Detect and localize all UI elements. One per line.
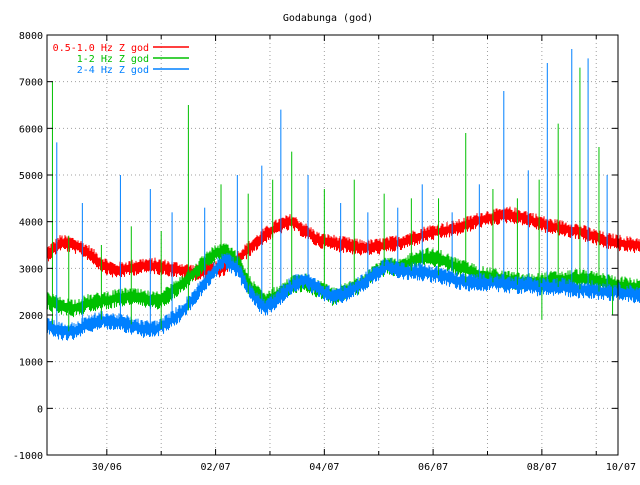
y-tick-label: 8000 (19, 31, 43, 42)
y-tick-label: 4000 (19, 218, 43, 229)
spike-group (51, 49, 614, 332)
y-tick-label: 2000 (19, 311, 43, 322)
y-tick-label: 7000 (19, 78, 43, 89)
y-tick-label: -1000 (13, 451, 43, 462)
y-tick-label: 1000 (19, 358, 43, 369)
legend-label: 1-2 Hz Z god (77, 54, 149, 65)
series-group (46, 206, 640, 341)
plot-frame (46, 34, 619, 456)
chart-title: Godabunga (god) (283, 13, 373, 24)
y-tick-label: 6000 (19, 124, 43, 135)
y-tick-label: 0 (37, 404, 43, 415)
x-tick-label: 06/07 (418, 462, 448, 473)
legend-label: 2-4 Hz Z god (77, 65, 149, 76)
legend-label: 0.5-1.0 Hz Z god (53, 43, 149, 54)
x-tick-label: 04/07 (309, 462, 339, 473)
axis-ticks: -1000 0 1000 2000 3000 4000 5000 6000 7000 8000 30… (13, 31, 636, 473)
x-tick-label: 08/07 (527, 462, 557, 473)
x-tick-label: 30/06 (92, 462, 122, 473)
series-line (46, 252, 640, 341)
y-tick-label: 3000 (19, 264, 43, 275)
x-tick-label: 02/07 (201, 462, 231, 473)
series-3 (46, 252, 640, 341)
x-tick-label: 10/07 (606, 462, 636, 473)
y-tick-label: 5000 (19, 171, 43, 182)
